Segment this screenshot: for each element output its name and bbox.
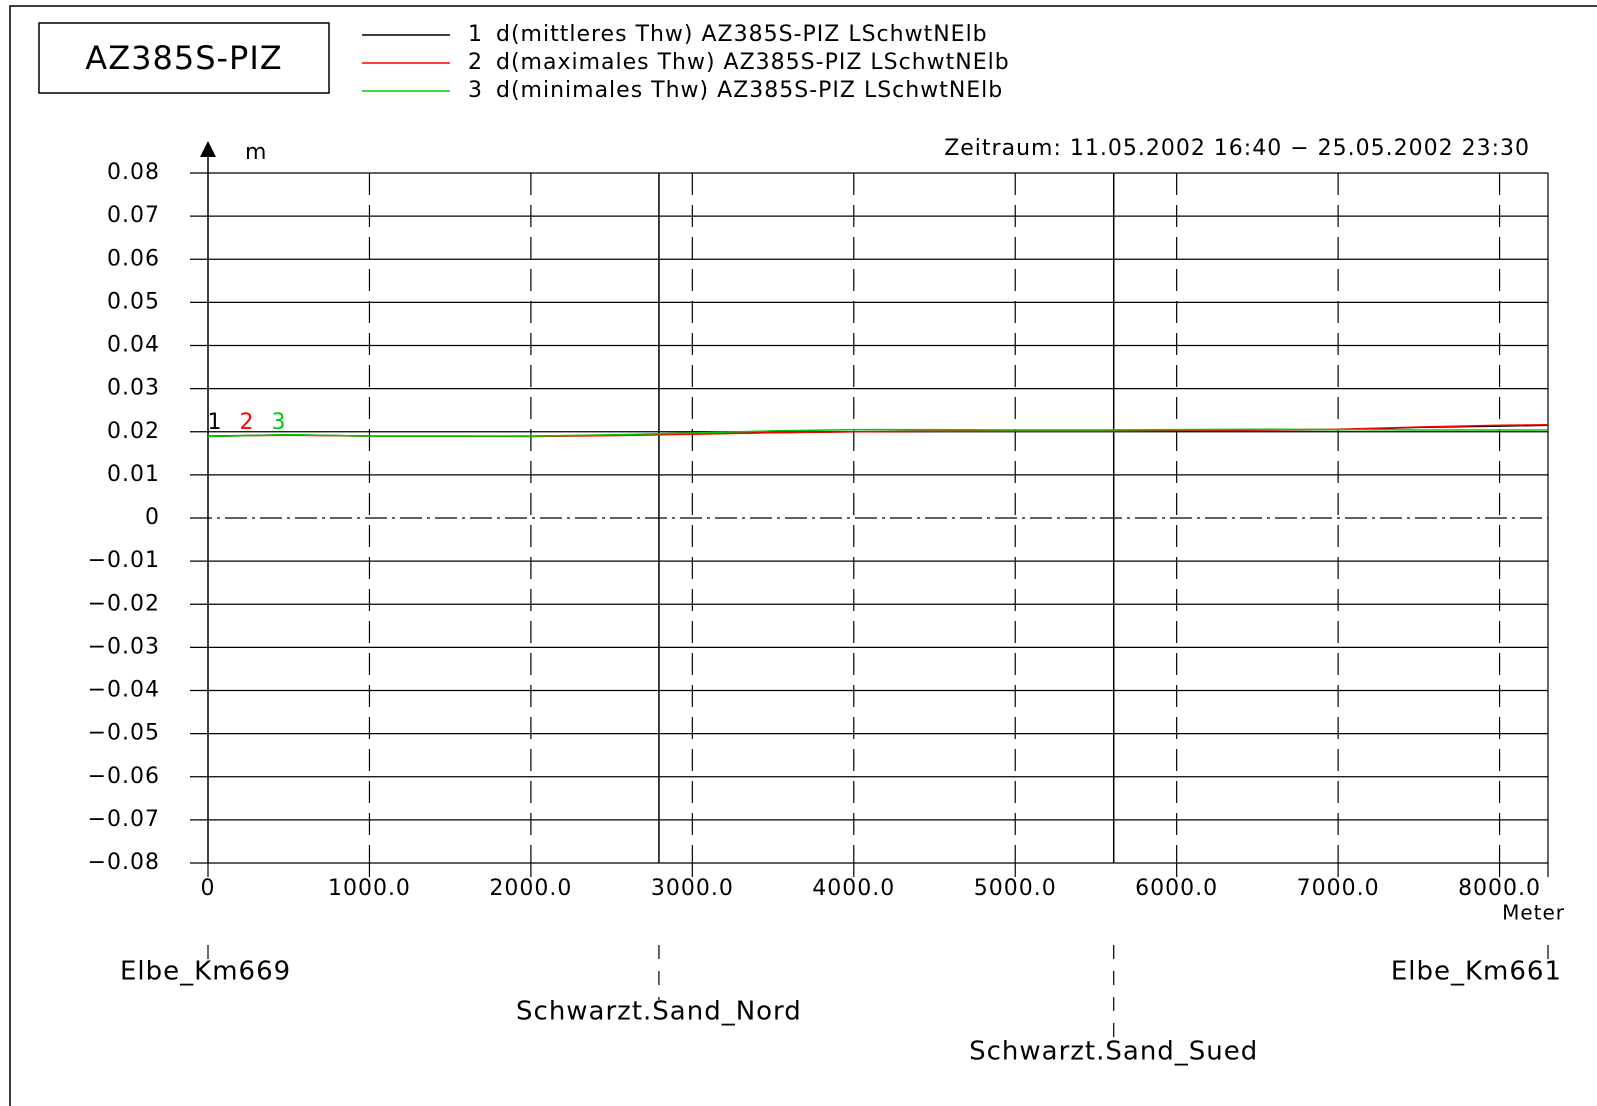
series-tag: 2 — [240, 410, 255, 435]
x-tick-label: 1000.0 — [328, 876, 411, 901]
series-tag: 3 — [272, 410, 287, 435]
y-tick-label: −0.01 — [88, 548, 160, 573]
series-line — [207, 424, 1549, 437]
x-tick-label: 7000.0 — [1297, 876, 1380, 901]
x-tick-label: 6000.0 — [1135, 876, 1218, 901]
y-tick-label: 0.04 — [107, 333, 160, 358]
y-tick-label: −0.03 — [88, 634, 160, 659]
y-tick-label: 0.01 — [107, 462, 160, 487]
y-axis-arrow — [200, 141, 216, 157]
y-tick-label: −0.02 — [88, 591, 160, 616]
title-box — [38, 22, 330, 94]
y-tick-label: 0.07 — [107, 203, 160, 228]
series-line — [207, 428, 1548, 438]
y-tick-label: 0.02 — [107, 419, 160, 444]
y-axis-label: m — [245, 140, 267, 165]
x-axis-label: Meter — [1502, 901, 1565, 925]
station-label: Elbe_Km669 — [120, 957, 291, 987]
y-tick-label: −0.08 — [88, 850, 160, 875]
chart-title: AZ385S-PIZ — [85, 39, 282, 77]
legend-label: d(mittleres Thw) AZ385S-PIZ LSchwtNElb — [496, 22, 988, 47]
legend-label: d(maximales Thw) AZ385S-PIZ LSchwtNElb — [496, 50, 1010, 75]
x-tick-label: 8000.0 — [1458, 876, 1541, 901]
legend-number: 1 — [468, 22, 483, 47]
series-line — [207, 424, 1549, 438]
subtitle: Zeitraum: 11.05.2002 16:40 − 25.05.2002 … — [944, 136, 1530, 161]
x-tick-label: 0 — [201, 876, 216, 901]
legend-number: 3 — [468, 78, 483, 103]
y-tick-label: −0.06 — [88, 764, 160, 789]
y-tick-label: 0 — [145, 505, 160, 530]
station-label: Elbe_Km661 — [1391, 957, 1562, 987]
legend-label: d(minimales Thw) AZ385S-PIZ LSchwtNElb — [496, 78, 1003, 103]
y-tick-label: 0.05 — [107, 289, 160, 314]
y-tick-label: −0.05 — [88, 721, 160, 746]
y-tick-label: −0.04 — [88, 678, 160, 703]
legend-number: 2 — [468, 50, 483, 75]
x-tick-label: 4000.0 — [812, 876, 895, 901]
series-tag: 1 — [208, 410, 223, 435]
y-tick-label: 0.08 — [107, 160, 160, 185]
y-tick-label: 0.06 — [107, 246, 160, 271]
x-tick-label: 2000.0 — [489, 876, 572, 901]
station-label: Schwarzt.Sand_Sued — [969, 1037, 1258, 1067]
y-tick-label: 0.03 — [107, 376, 160, 401]
station-label: Schwarzt.Sand_Nord — [516, 997, 802, 1027]
y-tick-label: −0.07 — [88, 807, 160, 832]
page-frame — [9, 5, 1597, 1106]
x-tick-label: 3000.0 — [651, 876, 734, 901]
x-tick-label: 5000.0 — [974, 876, 1057, 901]
